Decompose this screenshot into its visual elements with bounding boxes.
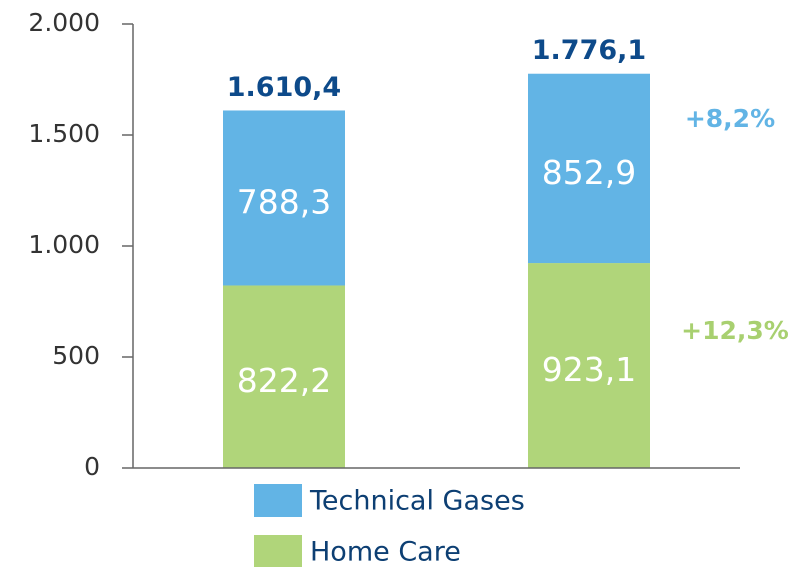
legend-label: Technical Gases bbox=[309, 486, 525, 517]
value-label: 852,9 bbox=[542, 153, 636, 192]
legend-swatch bbox=[254, 484, 302, 517]
value-label: 923,1 bbox=[542, 350, 636, 389]
total-label: 1.776,1 bbox=[532, 35, 646, 66]
bar-segment bbox=[528, 73, 650, 264]
bar-segment bbox=[223, 110, 345, 286]
y-tick-label: 0 bbox=[84, 452, 100, 481]
annotation: +8,2% bbox=[685, 104, 775, 133]
y-tick-label: 1.000 bbox=[28, 230, 100, 259]
bar-segment bbox=[528, 263, 650, 468]
y-tick-label: 500 bbox=[52, 341, 100, 370]
y-tick-label: 2.000 bbox=[28, 8, 100, 37]
legend-swatch bbox=[254, 535, 302, 567]
total-label: 1.610,4 bbox=[227, 72, 341, 103]
legend-label: Home Care bbox=[310, 537, 461, 567]
annotation: +12,3% bbox=[681, 316, 789, 345]
bar-segment bbox=[223, 285, 345, 468]
y-tick-label: 1.500 bbox=[28, 119, 100, 148]
value-label: 788,3 bbox=[237, 182, 331, 221]
value-label: 822,2 bbox=[237, 361, 331, 400]
